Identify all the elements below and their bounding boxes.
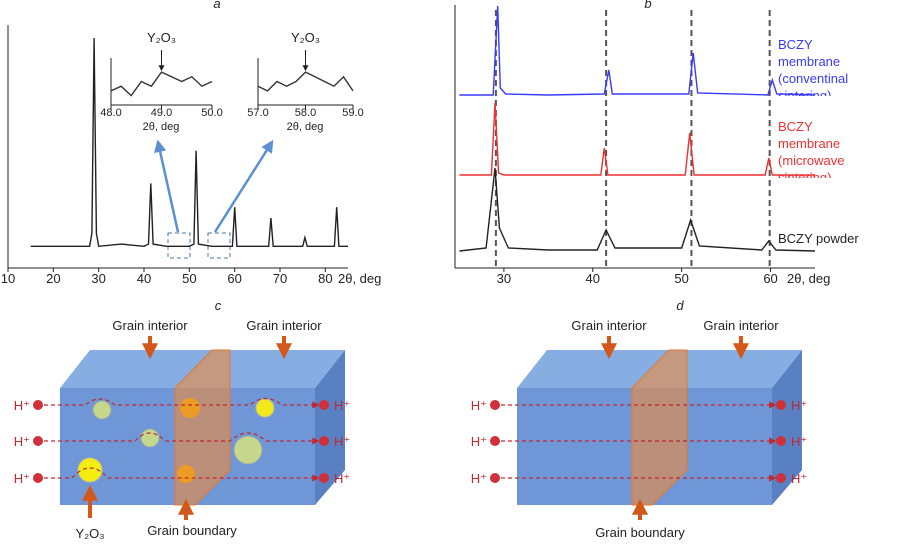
grain-interior-label: Grain interior <box>571 318 647 333</box>
x-axis-label: 2θ, deg <box>287 121 324 133</box>
panel-label: d <box>676 298 684 313</box>
x-tick-label: 40 <box>586 271 600 286</box>
series-line <box>459 167 816 252</box>
proton-label: H⁺ <box>471 471 487 486</box>
particle <box>233 435 263 465</box>
legend-entry: BCZY membrane (microwave sintering) <box>778 119 845 178</box>
proton-label: H⁺ <box>334 398 350 413</box>
pointer-arrow <box>154 139 180 233</box>
grain-interior-label: Grain interior <box>112 318 188 333</box>
particle <box>140 428 160 448</box>
legend-label: BCZY membrane (conventinal sintering) <box>778 37 849 96</box>
proton-label: H⁺ <box>14 434 30 449</box>
x-tick-label: 59.0 <box>342 107 363 119</box>
chart-title: a <box>213 0 220 11</box>
legend-label: BCZY powder <box>778 231 859 246</box>
chart-title: b <box>644 0 651 11</box>
particle-label: Y₂O₃ <box>75 526 104 541</box>
proton-path <box>44 432 320 445</box>
proton-label: H⁺ <box>791 398 807 413</box>
x-tick-label: 20 <box>46 271 60 286</box>
legend-entry: BCZY membrane (conventinal sintering) <box>778 37 849 96</box>
annotation: Y₂O₃ <box>291 30 320 45</box>
proton-label: H⁺ <box>471 398 487 413</box>
proton <box>319 436 329 446</box>
x-tick-label: 30 <box>91 271 105 286</box>
proton-label: H⁺ <box>14 471 30 486</box>
proton <box>776 400 786 410</box>
series-line <box>30 37 348 248</box>
proton-label: H⁺ <box>334 434 350 449</box>
grain-boundary-slab <box>631 349 688 506</box>
x-tick-label: 58.0 <box>295 107 316 119</box>
grain-interior-label: Grain interior <box>703 318 779 333</box>
box-side <box>315 350 345 505</box>
proton <box>490 400 500 410</box>
proton <box>33 473 43 483</box>
x-tick-label: 50 <box>182 271 196 286</box>
highlight-box <box>167 232 191 259</box>
proton <box>319 473 329 483</box>
particle <box>92 400 112 420</box>
x-tick-label: 10 <box>1 271 15 286</box>
proton <box>490 473 500 483</box>
pointer-arrow <box>213 139 274 233</box>
proton <box>33 436 43 446</box>
boundary-label: Grain boundary <box>595 525 685 540</box>
proton-label: H⁺ <box>471 434 487 449</box>
proton-label: H⁺ <box>334 471 350 486</box>
proton <box>776 473 786 483</box>
annotation: Y₂O₃ <box>147 30 176 45</box>
particle <box>77 457 103 483</box>
grain-boundary-slab <box>174 349 231 506</box>
panel-c-diagram <box>33 336 345 520</box>
x-axis-label: 2θ, deg <box>143 121 180 133</box>
grain-interior-label: Grain interior <box>246 318 322 333</box>
x-axis-label: 2θ, deg <box>787 271 830 286</box>
legend-label: BCZY membrane (microwave sintering) <box>778 119 845 178</box>
x-tick-label: 80 <box>318 271 332 286</box>
panel-label: c <box>215 298 222 313</box>
x-axis-label: 2θ, deg <box>338 271 381 286</box>
proton <box>319 400 329 410</box>
boundary-label: Grain boundary <box>147 523 237 538</box>
box-side <box>772 350 802 505</box>
series-line <box>459 102 815 176</box>
x-tick-label: 49.0 <box>151 107 172 119</box>
x-tick-label: 48.0 <box>100 107 121 119</box>
proton-path <box>44 397 320 409</box>
x-tick-label: 60 <box>227 271 241 286</box>
proton <box>490 436 500 446</box>
proton-label: H⁺ <box>791 471 807 486</box>
proton <box>776 436 786 446</box>
series-line <box>459 5 816 96</box>
x-tick-label: 30 <box>497 271 511 286</box>
x-tick-label: 50.0 <box>201 107 222 119</box>
proton-label: H⁺ <box>14 398 30 413</box>
x-tick-label: 50 <box>674 271 688 286</box>
x-tick-label: 70 <box>273 271 287 286</box>
particle <box>255 398 275 418</box>
x-tick-label: 60 <box>763 271 777 286</box>
x-tick-label: 40 <box>137 271 151 286</box>
x-tick-label: 57.0 <box>247 107 268 119</box>
panel-d-diagram <box>490 336 802 520</box>
series-line <box>257 71 354 92</box>
proton-path <box>44 467 320 482</box>
legend-entry: BCZY powder <box>778 231 859 246</box>
highlight-box <box>207 232 231 259</box>
proton-label: H⁺ <box>791 434 807 449</box>
proton <box>33 400 43 410</box>
series-line <box>110 71 213 97</box>
